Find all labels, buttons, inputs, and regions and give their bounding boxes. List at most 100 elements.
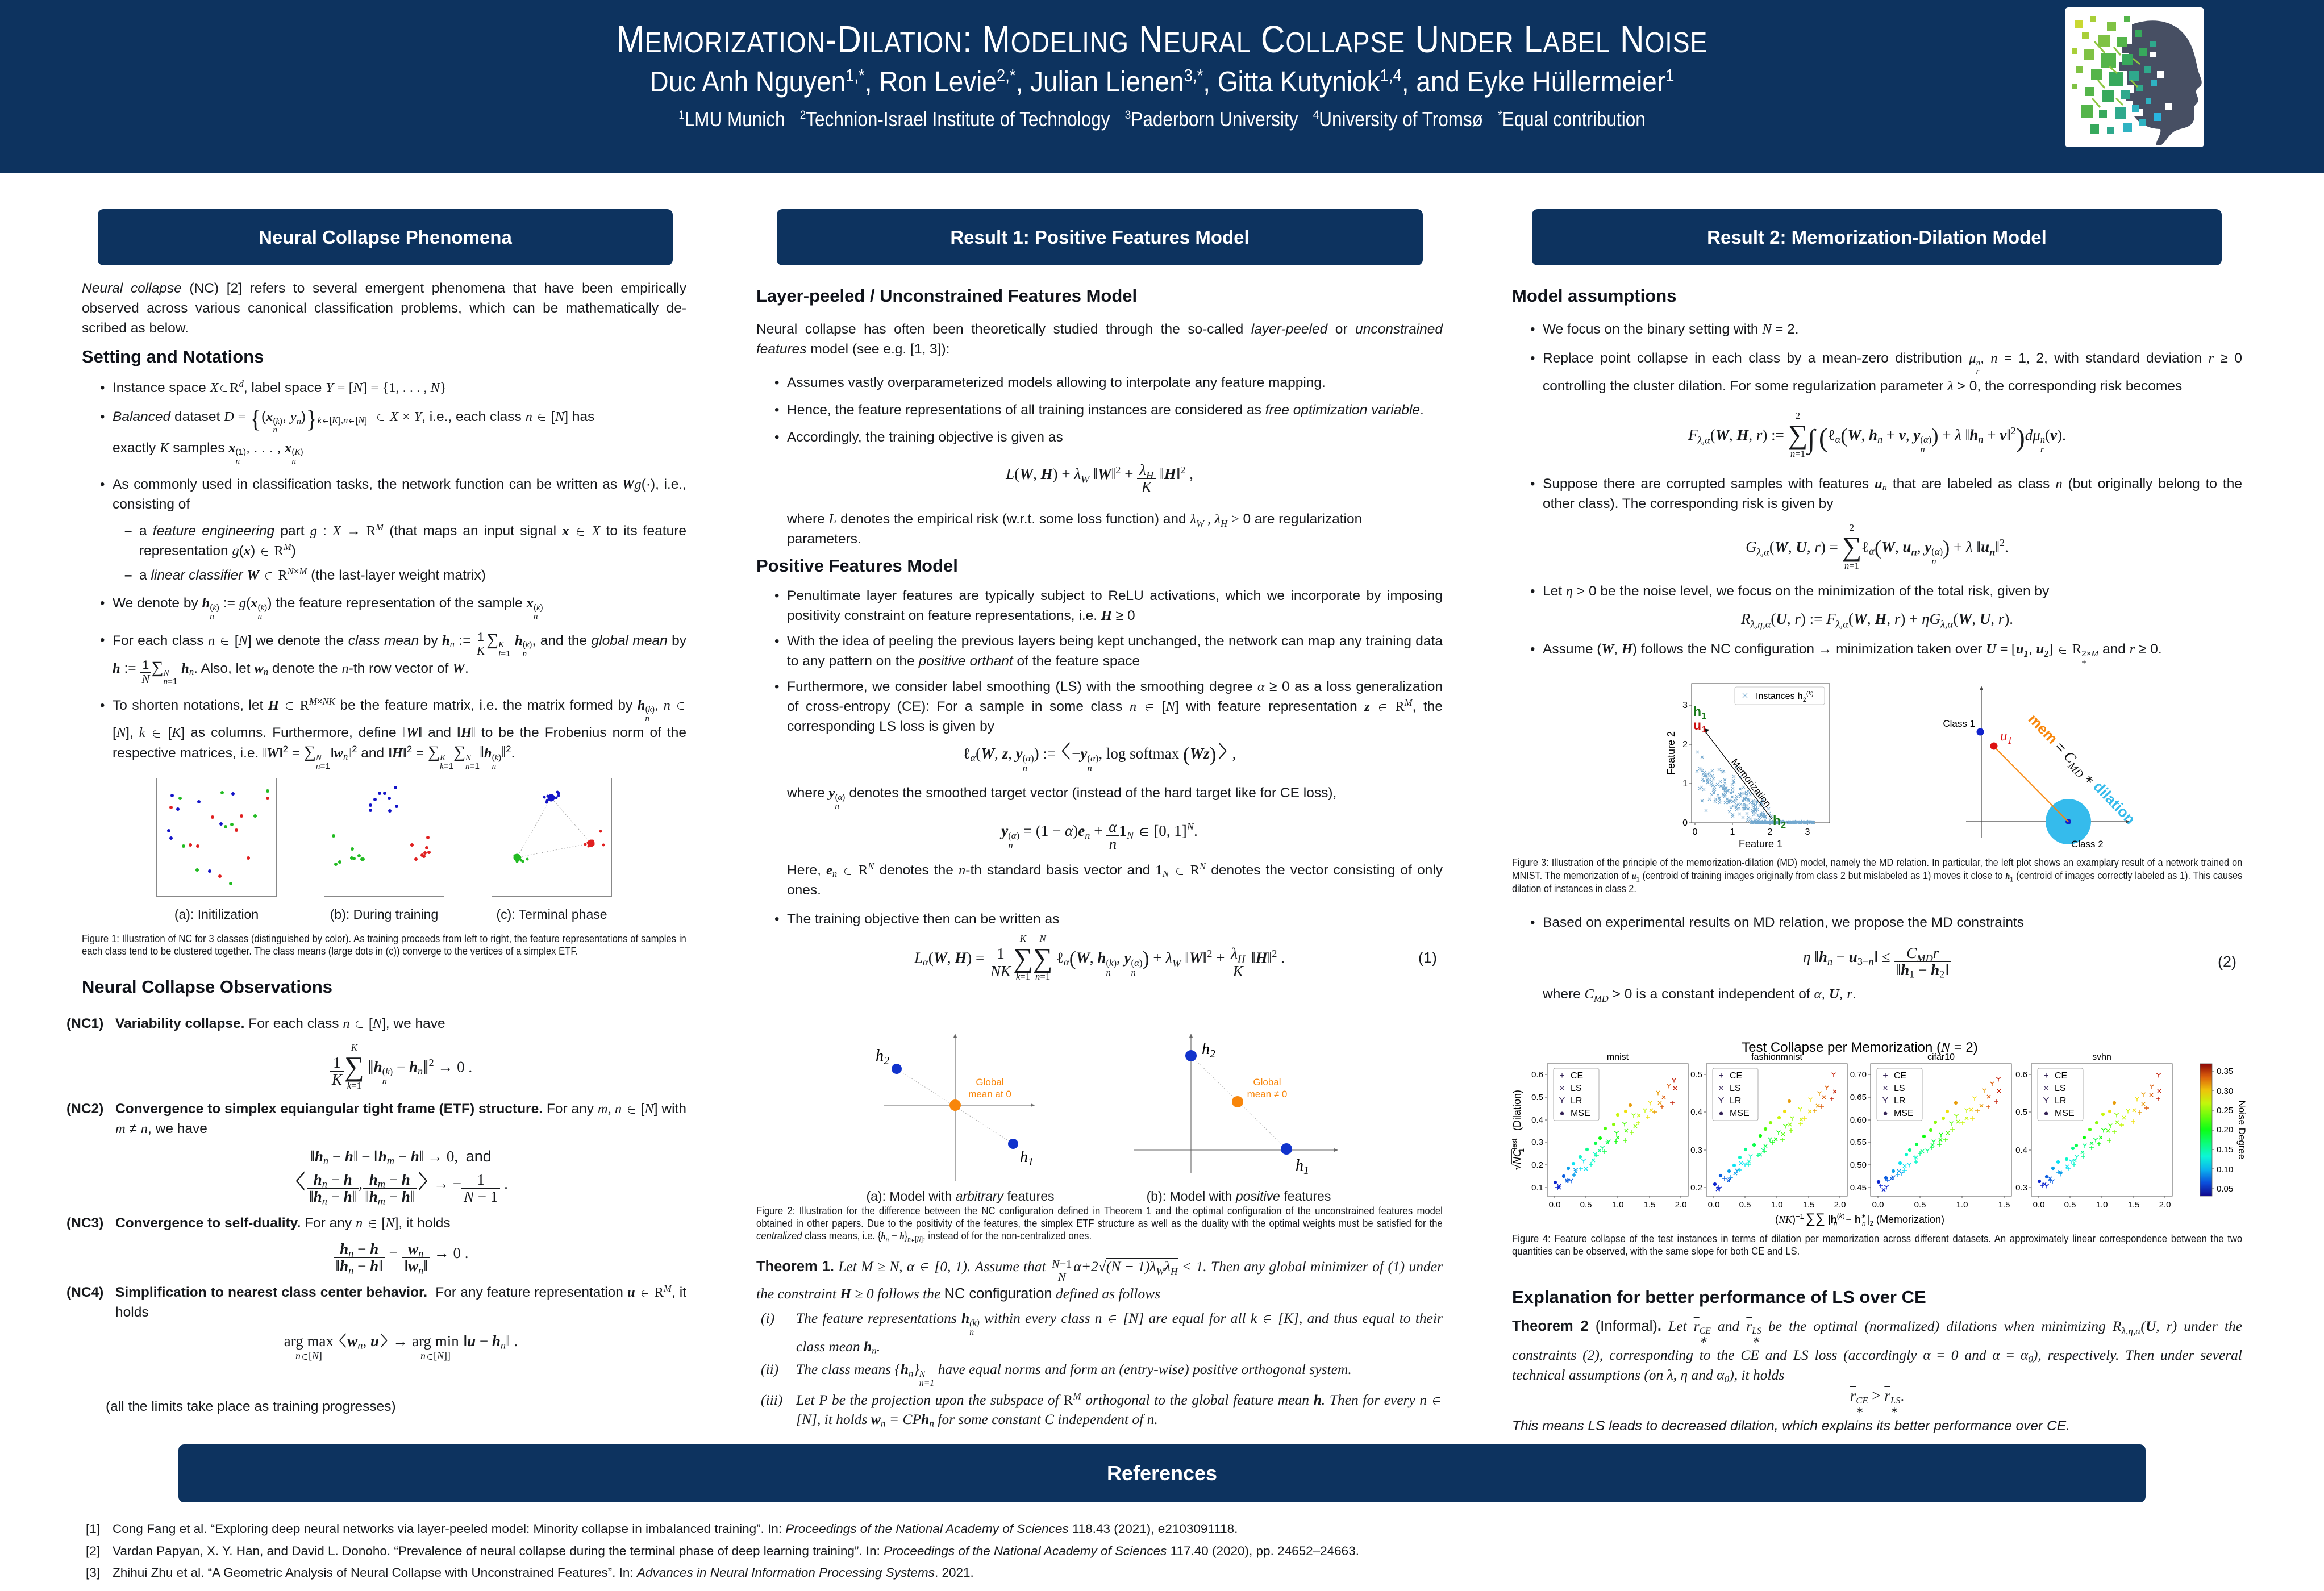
svg-text:MSE: MSE <box>2055 1109 2075 1118</box>
svg-text:0: 0 <box>1682 818 1688 828</box>
svg-text:LS: LS <box>2055 1084 2066 1093</box>
svg-text:2.0: 2.0 <box>1834 1200 1846 1210</box>
svg-text:Global: Global <box>1253 1077 1281 1088</box>
svg-text:0.10: 0.10 <box>2217 1165 2233 1174</box>
svg-text:mean ≠ 0: mean ≠ 0 <box>1247 1089 1288 1099</box>
svg-text:MSE: MSE <box>1571 1109 1590 1118</box>
svg-text:CE: CE <box>1894 1071 1906 1081</box>
svg-text:3: 3 <box>1805 827 1810 837</box>
svg-text:mean at 0: mean at 0 <box>968 1089 1011 1099</box>
svg-text:Class 1: Class 1 <box>1943 718 1975 729</box>
svg-text:2.0: 2.0 <box>2159 1200 2171 1210</box>
svg-text:●: ● <box>1559 1109 1564 1118</box>
svg-text:Y: Y <box>2043 1096 2050 1106</box>
svg-text:1: 1 <box>1730 827 1735 837</box>
svg-text:0.2: 0.2 <box>1531 1160 1543 1170</box>
svg-text:0.2: 0.2 <box>1690 1183 1702 1193</box>
svg-text:0.5: 0.5 <box>1531 1093 1543 1102</box>
svg-text:0.25: 0.25 <box>2217 1106 2233 1115</box>
svg-text:+: + <box>1718 1071 1723 1081</box>
svg-text:0.0: 0.0 <box>2033 1200 2045 1210</box>
svg-text:1.5: 1.5 <box>2128 1200 2140 1210</box>
svg-text:svhn: svhn <box>2092 1052 2111 1062</box>
svg-text:0.5: 0.5 <box>1739 1200 1751 1210</box>
svg-text:0.6: 0.6 <box>1531 1070 1543 1080</box>
svg-text:+: + <box>2043 1071 2048 1081</box>
svg-text:0.3: 0.3 <box>1690 1146 1702 1155</box>
svg-text:mnist: mnist <box>1607 1052 1629 1062</box>
svg-text:2.0: 2.0 <box>1675 1200 1687 1210</box>
svg-text:√NCtest1 (Dilation): √NCtest1 (Dilation) <box>1510 1090 1526 1170</box>
svg-text:fashionmnist: fashionmnist <box>1751 1052 1802 1062</box>
svg-text:LR: LR <box>1730 1096 1741 1106</box>
svg-text:1.0: 1.0 <box>1612 1200 1624 1210</box>
svg-text:1.5: 1.5 <box>1803 1200 1815 1210</box>
svg-text:+: + <box>1559 1071 1564 1081</box>
svg-text:1.0: 1.0 <box>1771 1200 1783 1210</box>
svg-text:×: × <box>1882 1084 1888 1093</box>
svg-text:Test Collapse per Memorization: Test Collapse per Memorization (N = 2) <box>1742 1040 1978 1055</box>
svg-text:MSE: MSE <box>1894 1109 1914 1118</box>
svg-text:LS: LS <box>1571 1084 1582 1093</box>
svg-text:0.50: 0.50 <box>1850 1160 1867 1170</box>
svg-text:●: ● <box>2043 1109 2048 1118</box>
svg-text:h2: h2 <box>876 1047 889 1067</box>
svg-text:Y: Y <box>1559 1096 1565 1106</box>
svg-text:0.55: 0.55 <box>1850 1138 1867 1147</box>
svg-text:Class 2: Class 2 <box>2071 839 2104 849</box>
svg-text:0.3: 0.3 <box>2015 1183 2027 1193</box>
svg-text:Feature 1: Feature 1 <box>1739 838 1782 849</box>
svg-text:Y: Y <box>1882 1096 1889 1106</box>
svg-text:1: 1 <box>1682 779 1688 789</box>
svg-text:1.5: 1.5 <box>1998 1200 2010 1210</box>
svg-text:×: × <box>1559 1084 1564 1093</box>
svg-text:0.0: 0.0 <box>1872 1200 1884 1210</box>
svg-text:0.6: 0.6 <box>2015 1070 2027 1080</box>
svg-text:cifar10: cifar10 <box>1927 1052 1955 1062</box>
svg-text:0.20: 0.20 <box>2217 1125 2233 1135</box>
svg-text:0.3: 0.3 <box>1531 1138 1543 1147</box>
svg-text:Global: Global <box>976 1077 1003 1088</box>
svg-text:0.0: 0.0 <box>1549 1200 1561 1210</box>
svg-text:0.5: 0.5 <box>1580 1200 1592 1210</box>
svg-text:1.0: 1.0 <box>1956 1200 1968 1210</box>
svg-text:h2: h2 <box>1202 1040 1215 1060</box>
svg-text:1.0: 1.0 <box>2096 1200 2108 1210</box>
svg-text:LS: LS <box>1730 1084 1741 1093</box>
svg-text:0: 0 <box>1693 827 1698 837</box>
svg-text:CE: CE <box>2055 1071 2067 1081</box>
svg-text:0.60: 0.60 <box>1850 1115 1867 1125</box>
svg-text:0.5: 0.5 <box>1690 1070 1702 1080</box>
svg-text:Y: Y <box>1718 1096 1725 1106</box>
svg-text:0.1: 0.1 <box>1531 1183 1543 1193</box>
svg-text:×: × <box>2043 1084 2048 1093</box>
svg-text:2: 2 <box>1682 740 1688 749</box>
svg-text:0.65: 0.65 <box>1850 1093 1867 1102</box>
svg-text:0.4: 0.4 <box>1531 1115 1543 1125</box>
svg-text:0.5: 0.5 <box>1914 1200 1926 1210</box>
svg-text:CE: CE <box>1571 1071 1583 1081</box>
svg-text:LR: LR <box>1571 1096 1582 1106</box>
svg-text:CE: CE <box>1730 1071 1742 1081</box>
svg-text:●: ● <box>1882 1109 1888 1118</box>
svg-text:h1: h1 <box>1020 1148 1034 1168</box>
svg-text:0.4: 0.4 <box>2015 1146 2027 1155</box>
svg-text:+: + <box>1882 1071 1888 1081</box>
svg-text:0.35: 0.35 <box>2217 1067 2233 1076</box>
svg-text:Noise Degree: Noise Degree <box>2236 1101 2247 1160</box>
svg-text:0.5: 0.5 <box>2015 1107 2027 1117</box>
svg-text:0.15: 0.15 <box>2217 1145 2233 1155</box>
svg-text:0.45: 0.45 <box>1850 1183 1867 1193</box>
svg-text:LR: LR <box>1894 1096 1905 1106</box>
svg-text:(NK)−1∑∑ |h(k)n − h∗n|2 (Memor: (NK)−1 ∑∑ |h(k) n − h∗ n |2 (Memorization) <box>1775 1211 1944 1227</box>
svg-text:0.4: 0.4 <box>1690 1107 1702 1117</box>
svg-text:LS: LS <box>1894 1084 1905 1093</box>
svg-text:Feature 2: Feature 2 <box>1665 731 1677 775</box>
svg-text:0.70: 0.70 <box>1850 1070 1867 1080</box>
svg-text:●: ● <box>1718 1109 1723 1118</box>
svg-text:0.0: 0.0 <box>1708 1200 1720 1210</box>
svg-text:3: 3 <box>1682 701 1688 710</box>
svg-text:MSE: MSE <box>1730 1109 1750 1118</box>
svg-text:1.5: 1.5 <box>1644 1200 1656 1210</box>
svg-text:h1: h1 <box>1296 1157 1309 1177</box>
